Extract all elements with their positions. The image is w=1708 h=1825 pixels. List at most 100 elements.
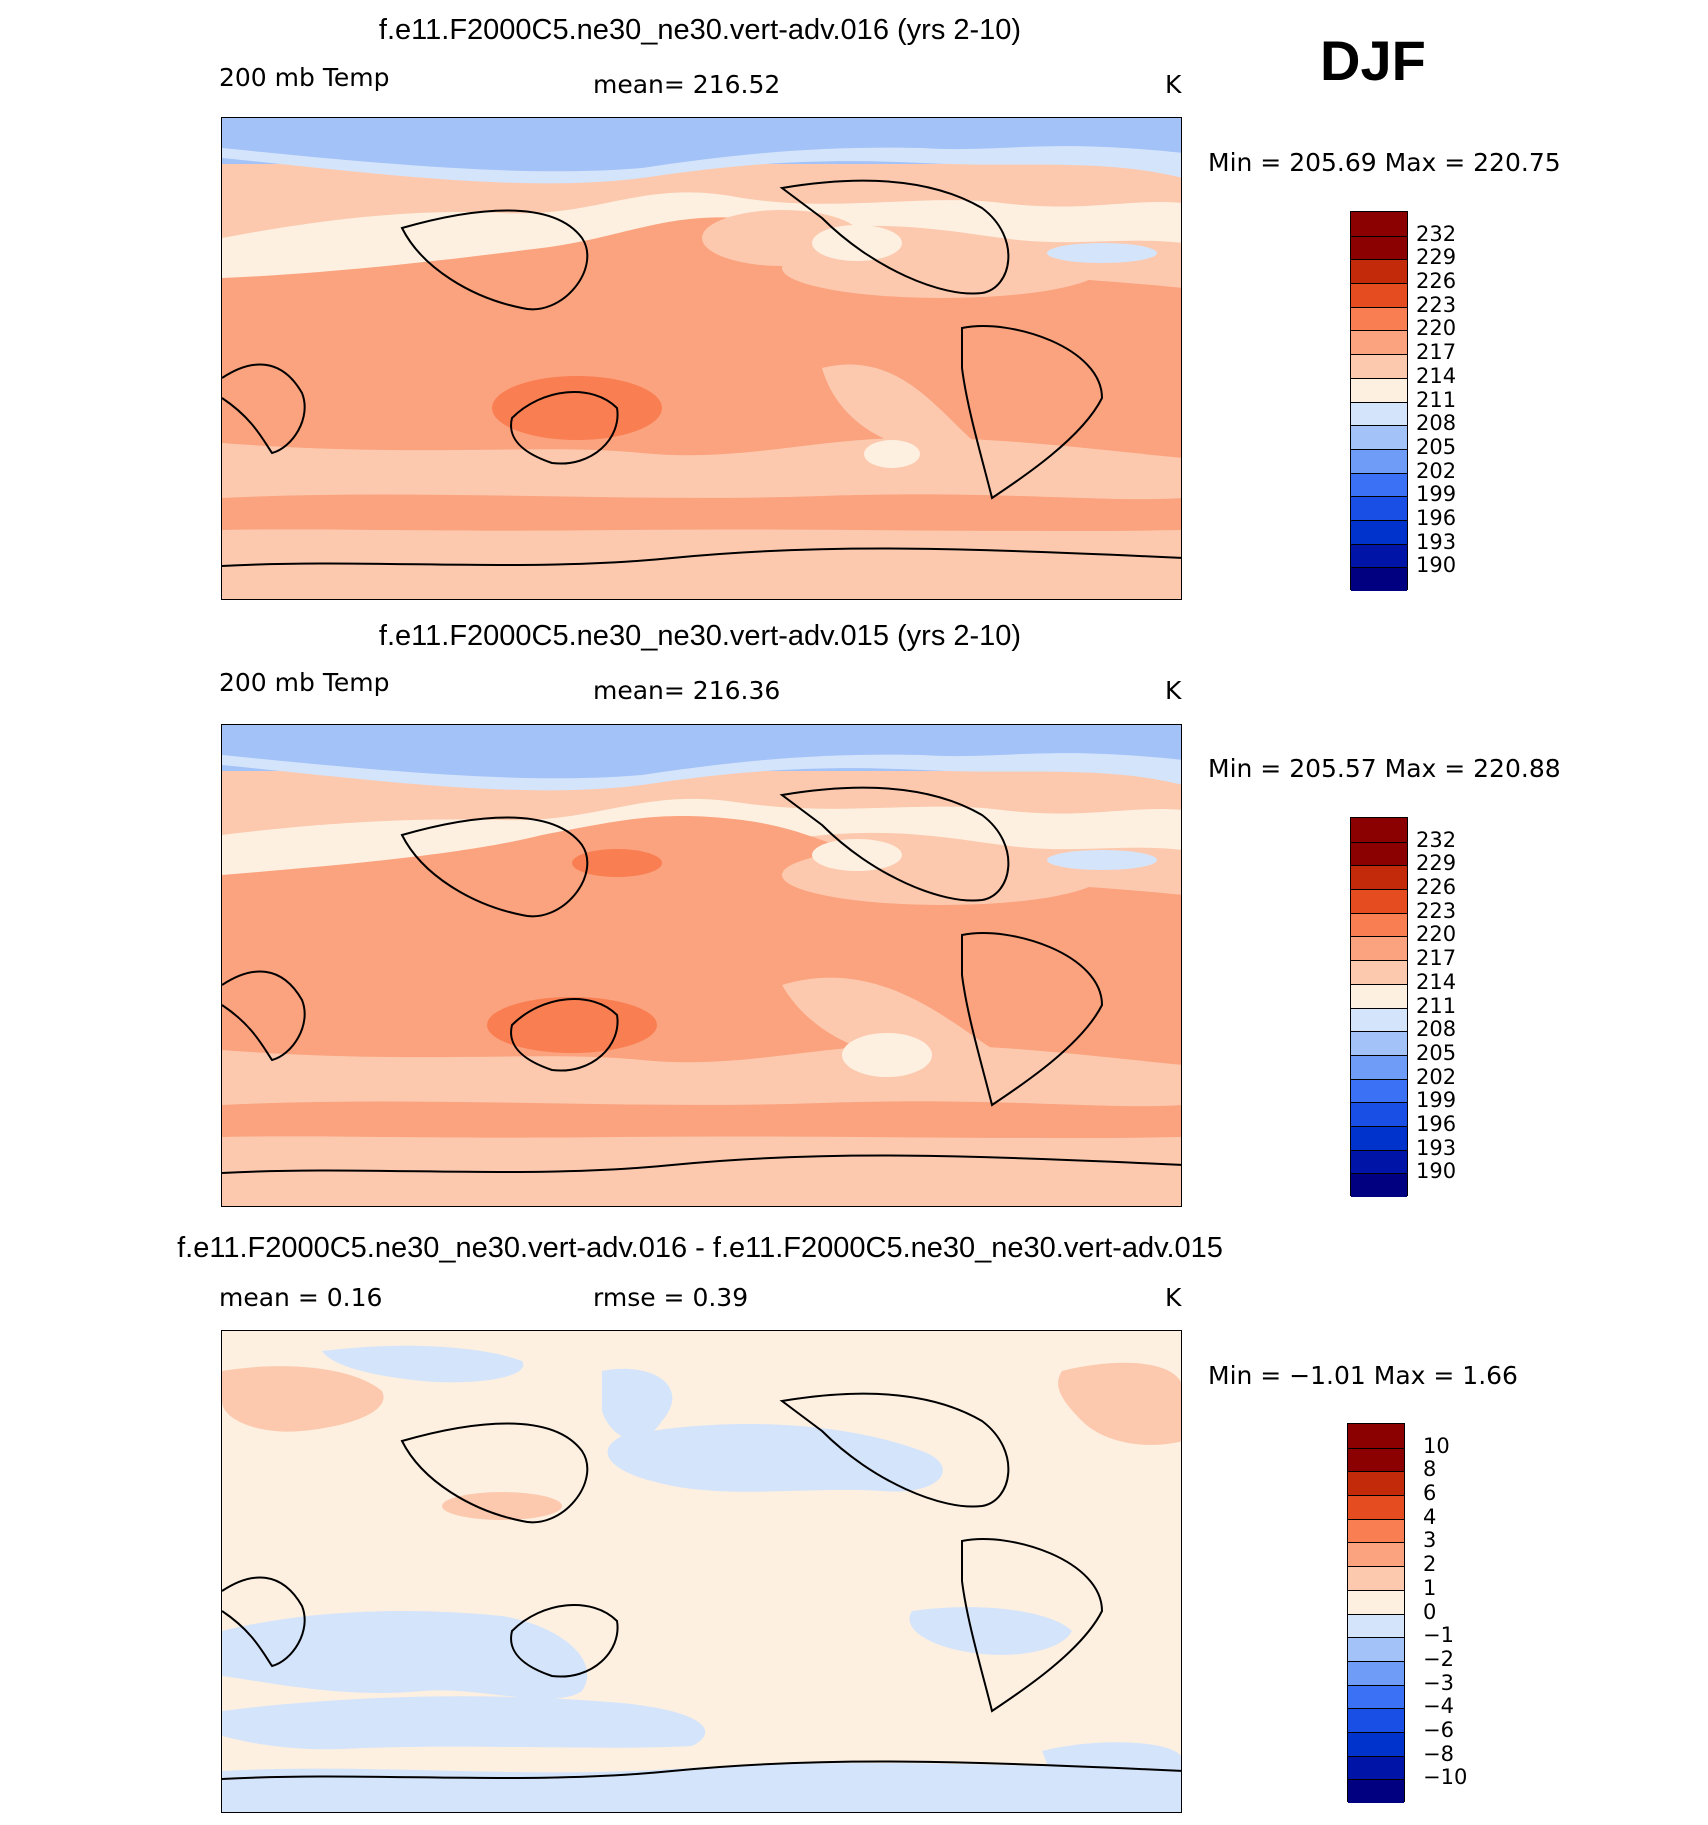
colorbar-tick-label: 202 (1416, 458, 1457, 483)
colorbar-swatch (1348, 1708, 1404, 1732)
colorbar-swatch (1348, 1589, 1404, 1614)
panel2-colorbar-swatches (1350, 817, 1408, 1197)
colorbar-swatch (1351, 401, 1407, 426)
africa-coastline (222, 363, 306, 455)
colorbar-tick-label: 202 (1416, 1064, 1457, 1089)
field-band (322, 1345, 524, 1383)
africa-coastline (222, 1576, 306, 1668)
panel2-variable-label: 200 mb Temp (219, 668, 390, 697)
colorbar-tick-label: 4 (1423, 1504, 1437, 1529)
colorbar-tick-label: 190 (1416, 1159, 1457, 1184)
colorbar-swatch (1348, 1637, 1404, 1661)
australia-coastline (510, 391, 619, 465)
colorbar-tick-label: 229 (1416, 851, 1457, 876)
field-band (1058, 1362, 1181, 1445)
colorbar-tick-label: 193 (1416, 1135, 1457, 1160)
panel3-mean-label: mean = 0.16 (219, 1283, 383, 1312)
field-band (442, 1492, 562, 1520)
colorbar-swatch (1351, 1173, 1407, 1197)
colorbar-tick-label: 208 (1416, 1017, 1457, 1042)
colorbar-tick-label: 217 (1416, 946, 1457, 971)
panel3-map (221, 1330, 1182, 1813)
colorbar-swatch (1351, 283, 1407, 307)
colorbar-swatch (1351, 567, 1407, 591)
colorbar-tick-label: 208 (1416, 411, 1457, 436)
colorbar-swatch (1351, 543, 1407, 568)
field-band (572, 849, 662, 877)
season-label: DJF (1320, 29, 1426, 92)
field-band (222, 1696, 706, 1750)
panel2-mean-label: mean= 216.36 (593, 676, 781, 705)
colorbar-swatch (1348, 1755, 1404, 1780)
colorbar-tick-label: −8 (1423, 1741, 1454, 1766)
colorbar-swatch (1351, 960, 1407, 984)
colorbar-tick-label: 220 (1416, 922, 1457, 947)
colorbar-tick-label: 211 (1416, 387, 1457, 412)
antarctica-coastline (222, 1154, 1181, 1174)
panel2-contour-field (222, 725, 1181, 1206)
colorbar-tick-label: 190 (1416, 553, 1457, 578)
panel3-rmse-label: rmse = 0.39 (593, 1283, 749, 1312)
colorbar-swatch (1348, 1471, 1404, 1496)
colorbar-swatch (1348, 1518, 1404, 1543)
panel3-colorbar-swatches (1347, 1423, 1405, 1803)
south-america-coastline (961, 325, 1104, 500)
colorbar-tick-label: 211 (1416, 993, 1457, 1018)
north-america-coastline (779, 1392, 1010, 1508)
colorbar-swatch (1351, 235, 1407, 260)
colorbar-tick-label: 205 (1416, 1040, 1457, 1065)
north-america-coastline (779, 786, 1010, 902)
field-band (492, 376, 662, 440)
colorbar-swatch (1351, 448, 1407, 473)
panel3-contour-field (222, 1331, 1181, 1812)
colorbar-tick-label: 1 (1423, 1575, 1437, 1600)
colorbar-tick-label: 196 (1416, 1111, 1457, 1136)
panel1-map (221, 117, 1182, 600)
field-band (222, 1611, 588, 1699)
panel1-minmax-label: Min = 205.69 Max = 220.75 (1208, 148, 1561, 177)
colorbar-swatch (1348, 1566, 1404, 1590)
field-band (1047, 243, 1157, 263)
north-america-coastline (779, 179, 1010, 295)
colorbar-swatch (1348, 1495, 1404, 1519)
colorbar-swatch (1348, 1684, 1404, 1709)
field-band (222, 1366, 384, 1432)
colorbar-swatch (1351, 377, 1407, 402)
colorbar-tick-label: 2 (1423, 1552, 1437, 1577)
colorbar-swatch (1351, 354, 1407, 378)
colorbar-swatch (1351, 472, 1407, 497)
coastlines (222, 179, 1181, 567)
colorbar-swatch (1348, 1542, 1404, 1567)
colorbar-tick-label: 223 (1416, 898, 1457, 923)
south-america-coastline (961, 932, 1104, 1107)
colorbar-tick-label: 205 (1416, 434, 1457, 459)
colorbar-swatch (1351, 1054, 1407, 1079)
field-band (602, 1368, 673, 1440)
colorbar-tick-label: 199 (1416, 1088, 1457, 1113)
colorbar-swatch (1348, 1424, 1404, 1448)
colorbar-tick-label: −6 (1423, 1717, 1454, 1742)
colorbar-swatch (1351, 519, 1407, 544)
field-band (222, 118, 1181, 172)
colorbar-swatch (1351, 912, 1407, 937)
panel3-units-label: K (1165, 1283, 1182, 1312)
colorbar-swatch (1348, 1447, 1404, 1472)
field-band (812, 225, 902, 261)
colorbar-swatch (1351, 889, 1407, 913)
colorbar-swatch (1351, 496, 1407, 520)
asia-coastline (400, 1422, 589, 1524)
colorbar-swatch (1348, 1660, 1404, 1685)
panel2-map (221, 724, 1182, 1207)
colorbar-tick-label: 0 (1423, 1599, 1437, 1624)
colorbar-tick-label: 214 (1416, 363, 1457, 388)
colorbar-swatch (1351, 259, 1407, 284)
colorbar-tick-label: 220 (1416, 316, 1457, 341)
colorbar-swatch (1351, 818, 1407, 842)
colorbar-swatch (1351, 865, 1407, 890)
colorbar-tick-label: 232 (1416, 221, 1457, 246)
colorbar-tick-label: −4 (1423, 1694, 1454, 1719)
panel2-units-label: K (1165, 676, 1182, 705)
colorbar-tick-label: 10 (1423, 1433, 1450, 1458)
field-band (822, 364, 982, 453)
panel1-units-label: K (1165, 70, 1182, 99)
